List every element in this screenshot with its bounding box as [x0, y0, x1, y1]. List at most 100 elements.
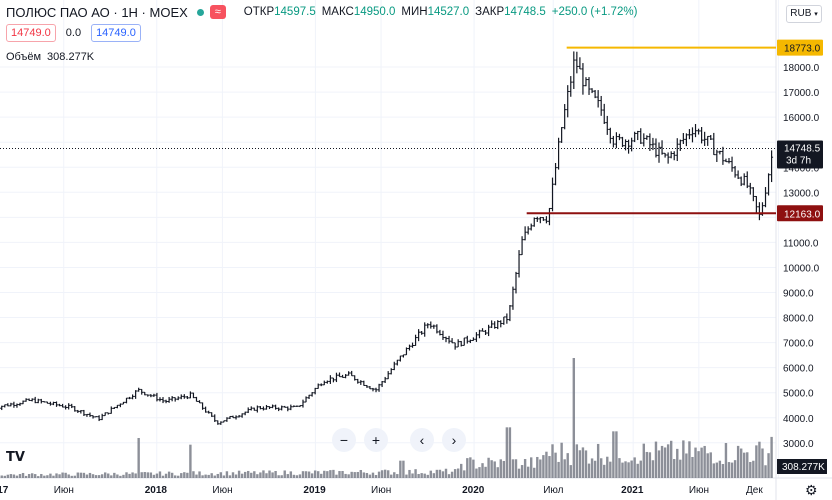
volume-bar — [268, 470, 271, 478]
volume-bar — [700, 447, 703, 478]
scroll-right-button[interactable]: › — [442, 428, 466, 452]
volume-bar — [636, 463, 639, 478]
volume-bar — [660, 445, 664, 478]
volume-bar — [533, 467, 536, 478]
volume-bar — [733, 460, 737, 478]
volume-bar — [560, 442, 563, 478]
volume-bar — [253, 471, 256, 478]
volume-bar — [423, 473, 426, 478]
volume-bar — [694, 447, 697, 478]
symbol-title[interactable]: ПОЛЮС ПАО АО · 1Н · MOEX — [6, 4, 188, 20]
volume-bar — [536, 456, 539, 478]
volume-bar — [18, 474, 22, 478]
volume-bar — [654, 441, 658, 478]
price-tick-label: 6000.0 — [783, 364, 814, 375]
volume-bar — [46, 475, 49, 478]
volume-bar — [746, 452, 749, 478]
volume-bar — [198, 471, 201, 478]
level-label: 18773.0 — [784, 44, 821, 55]
volume-bar — [648, 452, 652, 478]
zoom-in-button[interactable]: + — [364, 428, 388, 452]
volume-bar — [143, 472, 146, 478]
volume-bar — [237, 470, 241, 478]
volume-bar — [739, 448, 743, 478]
volume-bar — [508, 427, 512, 478]
volume-bar — [593, 460, 597, 478]
volume-bar — [320, 473, 323, 478]
buy-button[interactable]: 14749.0 — [91, 24, 141, 42]
volume-bar — [347, 474, 350, 478]
volume-bar — [186, 472, 189, 478]
volume-bar — [155, 473, 159, 478]
volume-legend-value: 308.277K — [47, 51, 95, 63]
chart-header: ПОЛЮС ПАО АО · 1Н · MOEX ≈ ОТКР14597.5 М… — [6, 3, 643, 21]
ohlc-high: МАКС14950.0 — [321, 6, 396, 18]
scroll-left-button[interactable]: ‹ — [410, 428, 434, 452]
volume-bar — [682, 440, 685, 478]
volume-bar — [402, 460, 405, 478]
price-tick-label: 10000.0 — [783, 263, 820, 274]
volume-bar — [353, 472, 356, 478]
volume-bar — [79, 472, 83, 478]
volume-bar — [438, 469, 442, 478]
tradingview-logo-icon[interactable]: TV — [6, 450, 25, 465]
volume-bar — [679, 459, 682, 478]
ohlc-low: МИН14527.0 — [401, 6, 470, 18]
volume-bar — [210, 473, 213, 478]
volume-bar — [362, 472, 366, 478]
volume-bar — [52, 475, 55, 478]
volume-bar — [663, 447, 667, 478]
volume-bar — [27, 474, 31, 478]
volume-bar — [329, 470, 332, 478]
volume-bar — [34, 474, 37, 478]
volume-bar — [447, 474, 451, 478]
zoom-out-button[interactable]: − — [332, 428, 356, 452]
volume-bar — [216, 473, 219, 478]
volume-bar — [724, 443, 728, 478]
volume-bar — [76, 472, 80, 478]
volume-bar — [219, 472, 223, 478]
volume-bar — [21, 472, 25, 478]
countdown-label: 3d 7h — [786, 156, 811, 167]
volume-bar — [505, 427, 509, 478]
volume-bar — [58, 474, 61, 478]
volume-bar — [283, 470, 286, 478]
volume-bar — [502, 460, 506, 478]
volume-bar — [259, 472, 262, 478]
volume-bar — [526, 466, 530, 478]
volume-bar — [530, 457, 533, 478]
volume-bar — [590, 458, 594, 478]
volume-bar — [709, 452, 712, 478]
volume-bar — [517, 468, 521, 478]
volume-bar — [721, 464, 725, 478]
volume-bar — [697, 451, 700, 478]
volume-axis-label: 308.277K — [782, 462, 825, 473]
volume-bar — [657, 450, 661, 478]
volume-bar — [666, 444, 670, 478]
volume-bar — [301, 471, 305, 478]
volume-bar — [292, 474, 296, 478]
volume-bar — [67, 474, 70, 478]
volume-bar — [110, 475, 113, 478]
volume-bar — [359, 469, 363, 478]
volume-bar — [134, 473, 137, 478]
volume-bar — [575, 444, 579, 478]
volume-bar — [161, 475, 165, 478]
volume-bar — [231, 472, 235, 478]
volume-bar — [545, 451, 548, 478]
sell-button[interactable]: 14749.0 — [6, 24, 56, 42]
level-label-bg — [777, 205, 823, 222]
volume-bar — [414, 469, 417, 478]
volume-bar — [192, 471, 195, 478]
volume-bar — [761, 448, 764, 478]
volume-bar — [243, 471, 247, 478]
volume-bar — [584, 450, 588, 478]
volume-bar — [103, 472, 107, 478]
gear-icon[interactable]: ⚙ — [805, 482, 818, 498]
volume-bar — [408, 469, 411, 478]
currency-select[interactable]: RUB ▾ — [786, 5, 822, 23]
delayed-data-icon[interactable]: ≈ — [209, 5, 226, 19]
volume-bar — [572, 358, 576, 478]
volume-legend[interactable]: Объём 308.277K — [6, 51, 94, 63]
